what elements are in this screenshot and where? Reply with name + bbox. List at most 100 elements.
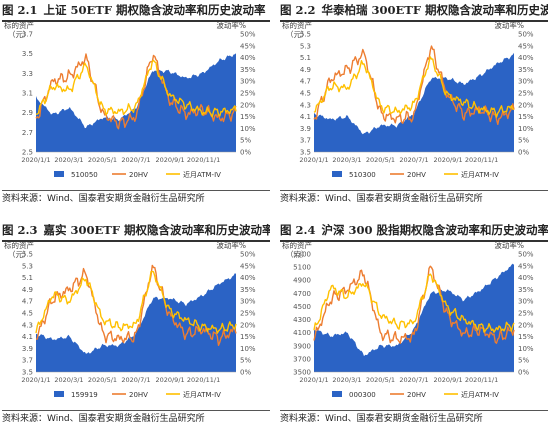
- legend-label: 近月ATM-IV: [183, 170, 221, 179]
- legend-label: 20HV: [129, 171, 148, 179]
- y-right-tick-label: 50%: [240, 251, 256, 259]
- y-right-tick-label: 30%: [518, 78, 534, 86]
- chart-panel-1: 图 2.1 上证 50ETF 期权隐含波动率和历史波动率 标的资产（元） 波动率% 2…: [2, 0, 270, 214]
- chart-panel-4: 图 2.4 沪深 300 股指期权隐含波动率和历史波动率 标的资产（点） 波动率% 3…: [280, 220, 548, 434]
- y-right-tick-label: 15%: [518, 113, 534, 121]
- right-axis-label: 波动率%: [494, 20, 524, 30]
- chart-panel-2: 图 2.2 华泰柏瑞 300ETF 期权隐含波动率和历史波动率 标的资产（元） 波动…: [280, 0, 548, 214]
- chart-svg: 标的资产（元） 波动率% 2.5 2.7 2.9 3.1 3.3 3.5 3.7 0% 5% 10% 1…: [4, 20, 256, 179]
- y-right-tick-label: 35%: [240, 286, 256, 294]
- y-left-tick-label: 5.3: [300, 42, 311, 50]
- x-tick-label: 2020/9/1: [155, 156, 184, 164]
- line-series-atm-iv: [35, 59, 237, 118]
- line-series-20hv: [313, 265, 515, 344]
- y-right-tick-label: 40%: [518, 54, 534, 62]
- y-right-tick-label: 25%: [240, 310, 256, 318]
- chart-title: 图 2.2 华泰柏瑞 300ETF 期权隐含波动率和历史波动率: [280, 0, 548, 22]
- y-left-tick-label: 5.5: [22, 251, 33, 259]
- x-tick-label: 2020/9/1: [155, 376, 184, 384]
- chart-panel-3: 图 2.3 嘉实 300ETF 期权隐含波动率和历史波动率 标的资产（元） 波动率%…: [2, 220, 270, 434]
- y-left-tick-label: 4.3: [22, 321, 33, 329]
- y-left-tick-label: 4.9: [22, 286, 33, 294]
- x-tick-label: 2020/3/1: [332, 156, 361, 164]
- x-tick-label: 2020/7/1: [121, 376, 150, 384]
- legend-label: 20HV: [129, 391, 148, 399]
- y-left-tick-label: 4500: [293, 303, 311, 311]
- line-series-20hv: [35, 53, 237, 130]
- legend-label: 近月ATM-IV: [461, 170, 499, 179]
- chart-svg: 标的资产（点） 波动率% 3500 3700 3900 4100 4300 4500 4700 4…: [282, 240, 534, 399]
- x-tick-label: 2020/11/1: [465, 376, 498, 384]
- figure-title: 沪深 300 股指期权隐含波动率和历史波动率: [321, 223, 548, 237]
- chart-title: 图 2.4 沪深 300 股指期权隐含波动率和历史波动率: [280, 220, 548, 242]
- y-left-tick-label: 2.7: [22, 129, 33, 137]
- figure-title: 上证 50ETF 期权隐含波动率和历史波动率: [43, 3, 266, 17]
- y-right-tick-label: 20%: [518, 321, 534, 329]
- y-right-tick-label: 15%: [518, 333, 534, 341]
- legend-label: 159919: [71, 391, 98, 399]
- y-left-tick-label: 4.5: [300, 90, 311, 98]
- y-left-tick-label: 3.7: [300, 137, 311, 145]
- x-tick-label: 2020/11/1: [465, 156, 498, 164]
- line-series-20hv: [36, 264, 237, 346]
- y-right-tick-label: 30%: [240, 78, 256, 86]
- chart-title: 图 2.3 嘉实 300ETF 期权隐含波动率和历史波动率: [2, 220, 270, 242]
- figure-title: 嘉实 300ETF 期权隐含波动率和历史波动率: [43, 223, 270, 237]
- x-tick-label: 2020/7/1: [399, 156, 428, 164]
- y-right-tick-label: 5%: [518, 137, 529, 145]
- y-right-tick-label: 40%: [518, 274, 534, 282]
- y-right-tick-label: 40%: [240, 54, 256, 62]
- y-left-tick-label: 4700: [293, 290, 311, 298]
- y-right-tick-label: 10%: [240, 125, 256, 133]
- y-left-tick-label: 3.9: [22, 345, 33, 353]
- x-tick-label: 2020/7/1: [121, 156, 150, 164]
- y-right-tick-label: 0%: [240, 149, 251, 157]
- figure-number: 图 2.2: [280, 3, 316, 17]
- y-left-tick-label: 3.1: [22, 90, 33, 98]
- y-right-tick-label: 0%: [240, 369, 251, 377]
- y-right-tick-label: 20%: [518, 101, 534, 109]
- chart-title: 图 2.1 上证 50ETF 期权隐含波动率和历史波动率: [2, 0, 270, 22]
- figure-number: 图 2.3: [2, 223, 38, 237]
- y-right-tick-label: 25%: [240, 90, 256, 98]
- y-left-tick-label: 4.9: [300, 66, 311, 74]
- y-right-tick-label: 35%: [518, 66, 534, 74]
- area-series-510050: [314, 263, 514, 372]
- y-left-tick-label: 3.7: [22, 357, 33, 365]
- legend-swatch-area: [332, 171, 342, 177]
- left-axis-label: 标的资产（元）: [282, 20, 312, 39]
- y-left-tick-label: 2.5: [22, 149, 33, 157]
- left-axis-label: 标的资产（元）: [4, 240, 34, 259]
- y-left-tick-label: 4.1: [300, 113, 311, 121]
- right-axis-label: 波动率%: [216, 20, 246, 30]
- y-right-tick-label: 5%: [518, 357, 529, 365]
- left-axis-label: 标的资产（点）: [282, 240, 312, 259]
- x-tick-label: 2020/3/1: [54, 156, 83, 164]
- y-right-tick-label: 35%: [518, 286, 534, 294]
- y-left-tick-label: 3.5: [22, 369, 33, 377]
- chart-source: 资料来源：Wind、国泰君安期货金融衍生品研究所: [2, 410, 270, 427]
- x-tick-label: 2020/1/1: [299, 376, 328, 384]
- legend-swatch-area: [54, 171, 64, 177]
- y-right-tick-label: 50%: [518, 31, 534, 39]
- legend-swatch-area: [332, 391, 342, 397]
- chart-source: 资料来源：Wind、国泰君安期货金融衍生品研究所: [280, 410, 548, 427]
- line-series-atm-iv: [313, 56, 515, 118]
- y-left-tick-label: 3.9: [300, 125, 311, 133]
- x-tick-label: 2020/5/1: [366, 376, 395, 384]
- y-left-tick-label: 3.7: [22, 31, 33, 39]
- y-right-tick-label: 25%: [518, 90, 534, 98]
- y-right-tick-label: 15%: [240, 333, 256, 341]
- y-left-tick-label: 3900: [293, 342, 311, 350]
- y-left-tick-label: 4100: [293, 329, 311, 337]
- y-left-tick-label: 3500: [293, 369, 311, 377]
- chart-svg: 标的资产（元） 波动率% 3.5 3.7 3.9 4.1 4.3 4.5 4.7 4.9 5.1 5.…: [4, 240, 256, 399]
- x-tick-label: 2020/7/1: [399, 376, 428, 384]
- legend-label: 近月ATM-IV: [461, 390, 499, 399]
- y-left-tick-label: 4.3: [300, 101, 311, 109]
- legend-label: 510300: [349, 171, 376, 179]
- y-right-tick-label: 20%: [240, 321, 256, 329]
- x-tick-label: 2020/3/1: [54, 376, 83, 384]
- x-tick-label: 2020/11/1: [187, 376, 220, 384]
- y-left-tick-label: 4.7: [22, 298, 33, 306]
